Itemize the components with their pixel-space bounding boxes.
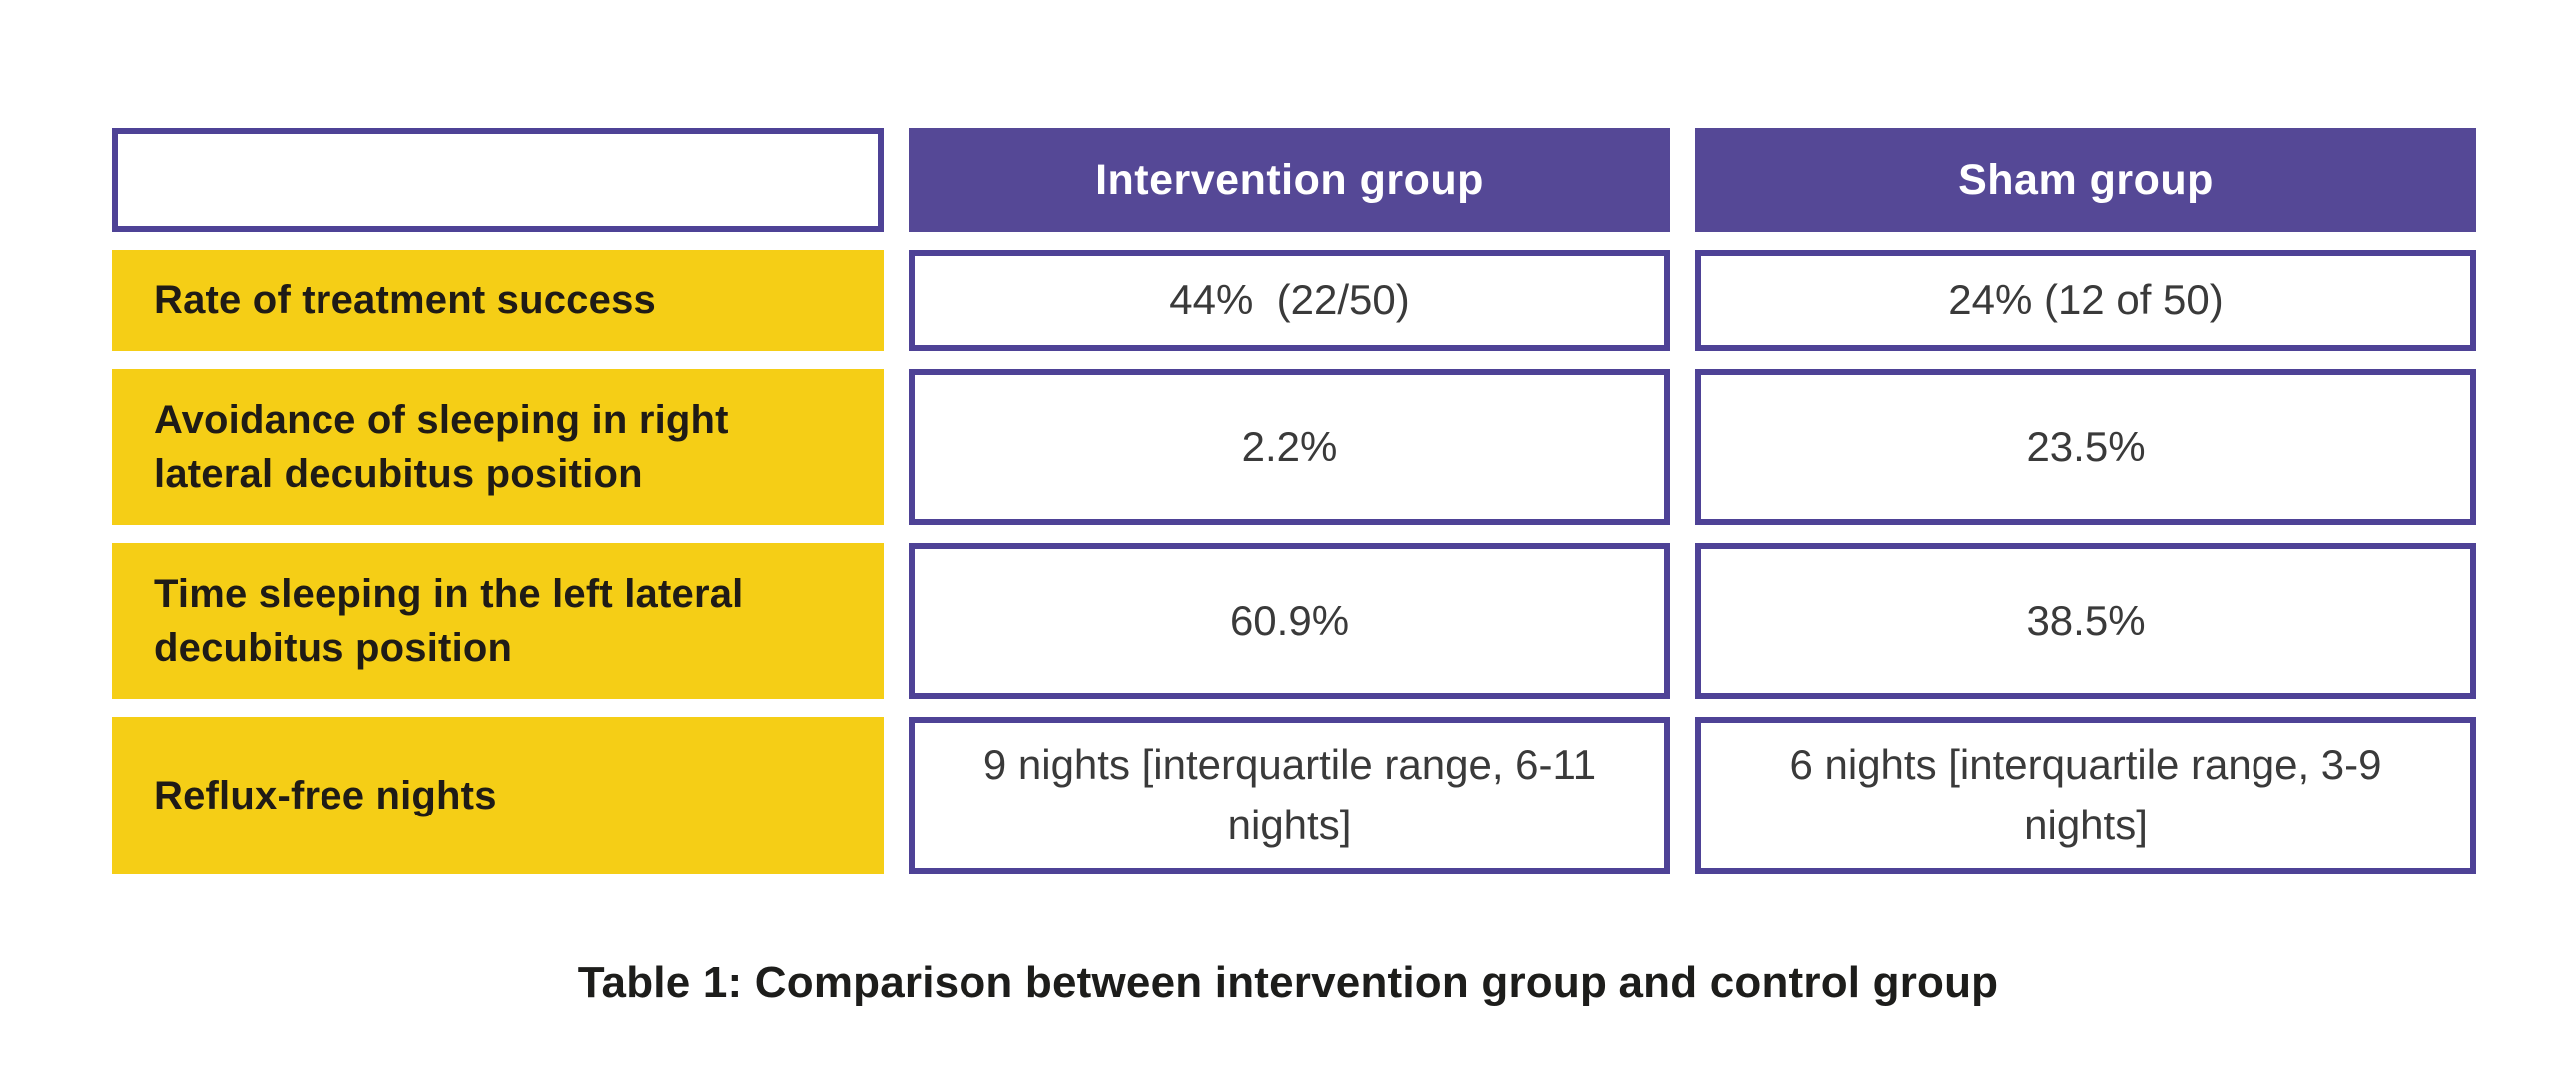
corner-empty-cell xyxy=(112,128,884,232)
row-label-text: Reflux-free nights xyxy=(154,774,497,817)
comparison-table: Intervention group Sham group Rate of tr… xyxy=(112,128,2476,874)
cell-value-text: 9 nights [interquartile range, 6-11 nigh… xyxy=(982,741,1608,848)
row-label-text: Rate of treatment success xyxy=(154,278,656,322)
row-label-reflux-free-nights: Reflux-free nights xyxy=(112,717,884,874)
cell-time-left-intervention: 60.9% xyxy=(909,543,1670,699)
cell-value-text: 44% (22/50) xyxy=(1169,275,1410,323)
row-label-time-left-lateral-decubitus: Time sleeping in the left lateral decubi… xyxy=(112,543,884,699)
cell-treatment-success-sham: 24% (12 of 50) xyxy=(1695,250,2476,351)
cell-treatment-success-intervention: 44% (22/50) xyxy=(909,250,1670,351)
table-caption: Table 1: Comparison between intervention… xyxy=(577,958,1999,1007)
cell-value-text: 60.9% xyxy=(1229,596,1350,644)
column-header-label: Sham group xyxy=(1958,155,2214,204)
cell-time-left-sham: 38.5% xyxy=(1695,543,2476,699)
cell-value-text: 24% (12 of 50) xyxy=(1948,275,2224,323)
column-header-sham-group: Sham group xyxy=(1695,128,2476,232)
cell-value-text: 6 nights [interquartile range, 3-9 night… xyxy=(1789,741,2394,848)
column-header-label: Intervention group xyxy=(1095,155,1484,204)
row-label-rate-of-treatment-success: Rate of treatment success xyxy=(112,250,884,351)
cell-avoidance-sham: 23.5% xyxy=(1695,369,2476,525)
row-label-avoidance-right-lateral-decubitus: Avoidance of sleeping in right lateral d… xyxy=(112,369,884,525)
row-label-text: Time sleeping in the left lateral decubi… xyxy=(154,572,744,670)
column-header-intervention-group: Intervention group xyxy=(909,128,1670,232)
cell-value-text: 23.5% xyxy=(2026,422,2146,470)
row-label-text: Avoidance of sleeping in right lateral d… xyxy=(154,398,729,496)
cell-avoidance-intervention: 2.2% xyxy=(909,369,1670,525)
cell-value-text: 2.2% xyxy=(1241,422,1338,470)
cell-value-text: 38.5% xyxy=(2026,596,2146,644)
cell-reflux-free-nights-sham: 6 nights [interquartile range, 3-9 night… xyxy=(1695,717,2476,874)
cell-reflux-free-nights-intervention: 9 nights [interquartile range, 6-11 nigh… xyxy=(909,717,1670,874)
